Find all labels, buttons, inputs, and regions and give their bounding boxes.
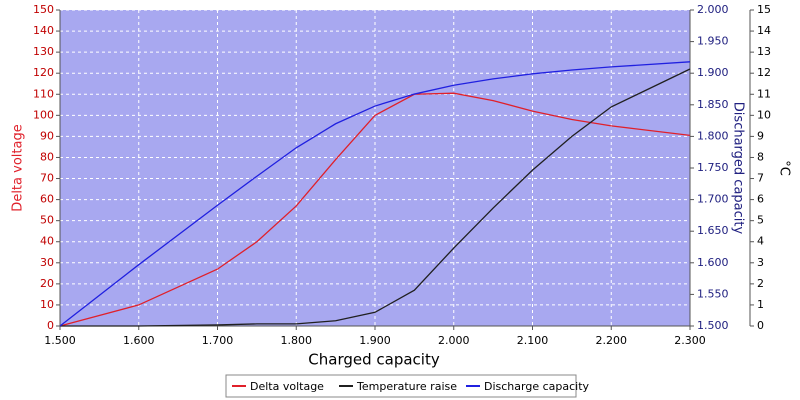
y3-tick-label: 15 xyxy=(757,3,771,16)
x-axis-title: Charged capacity xyxy=(308,351,440,369)
y-tick-label: 140 xyxy=(33,24,54,37)
y3-tick-label: 12 xyxy=(757,66,771,79)
y-tick-label: 130 xyxy=(33,45,54,58)
y3-tick-label: 10 xyxy=(757,108,771,121)
y-tick-label: 60 xyxy=(40,193,54,206)
legend-box xyxy=(225,374,577,398)
x-tick-label: 1.800 xyxy=(281,334,313,347)
y-tick-label: 100 xyxy=(33,108,54,121)
y-tick-label: 90 xyxy=(40,129,54,142)
x-tick-label: 1.600 xyxy=(123,334,155,347)
y3-tick-label: 3 xyxy=(757,256,764,269)
y2-tick-label: 1.900 xyxy=(697,66,729,79)
y3-tick-label: 14 xyxy=(757,24,771,37)
x-tick-label: 2.100 xyxy=(517,334,549,347)
y-tick-label: 0 xyxy=(47,319,54,332)
x-tick-label: 2.000 xyxy=(438,334,470,347)
y-tick-label: 120 xyxy=(33,66,54,79)
y2-tick-label: 1.600 xyxy=(697,256,729,269)
y2-tick-label: 1.750 xyxy=(697,161,729,174)
x-tick-label: 2.200 xyxy=(596,334,628,347)
y3-tick-label: 9 xyxy=(757,129,764,142)
y-tick-label: 110 xyxy=(33,87,54,100)
y-tick-label: 80 xyxy=(40,150,54,163)
x-tick-label: 2.300 xyxy=(674,334,706,347)
y3-tick-label: 1 xyxy=(757,298,764,311)
legend-label: Delta voltage xyxy=(250,380,324,393)
y-tick-label: 30 xyxy=(40,256,54,269)
y-tick-label: 50 xyxy=(40,214,54,227)
y2-tick-label: 1.500 xyxy=(697,319,729,332)
y3-tick-label: 5 xyxy=(757,214,764,227)
y2-tick-label: 1.550 xyxy=(697,287,729,300)
y-tick-label: 150 xyxy=(33,3,54,16)
y-tick-label: 20 xyxy=(40,277,54,290)
series-line xyxy=(59,92,691,327)
series-line xyxy=(60,68,691,327)
y3-tick-label: 7 xyxy=(757,172,764,185)
y3-tick-label: 11 xyxy=(757,87,771,100)
y2-tick-label: 1.650 xyxy=(697,224,729,237)
x-tick-label: 1.700 xyxy=(202,334,234,347)
y-tick-label: 10 xyxy=(40,298,54,311)
y3-tick-label: 2 xyxy=(757,277,764,290)
y2-axis-title: Discharged capacity xyxy=(731,102,746,235)
legend-label: Discharge capacity xyxy=(484,380,590,393)
y2-tick-label: 1.700 xyxy=(697,193,729,206)
y2-tick-label: 1.950 xyxy=(697,35,729,48)
legend-label: Temperature raise xyxy=(356,380,457,393)
y-axis-title: Delta voltage xyxy=(11,124,26,211)
y3-axis-title: °C xyxy=(777,160,792,176)
y2-tick-label: 1.850 xyxy=(697,98,729,111)
y3-tick-label: 8 xyxy=(757,150,764,163)
x-tick-label: 1.900 xyxy=(359,334,391,347)
x-tick-label: 1.500 xyxy=(44,334,76,347)
y-tick-label: 40 xyxy=(40,235,54,248)
y3-tick-label: 4 xyxy=(757,235,764,248)
y2-tick-label: 2.000 xyxy=(697,3,729,16)
y3-tick-label: 13 xyxy=(757,45,771,58)
y-tick-label: 70 xyxy=(40,172,54,185)
y2-tick-label: 1.800 xyxy=(697,129,729,142)
series-line xyxy=(59,61,691,327)
y3-tick-label: 0 xyxy=(757,319,764,332)
y3-tick-label: 6 xyxy=(757,193,764,206)
